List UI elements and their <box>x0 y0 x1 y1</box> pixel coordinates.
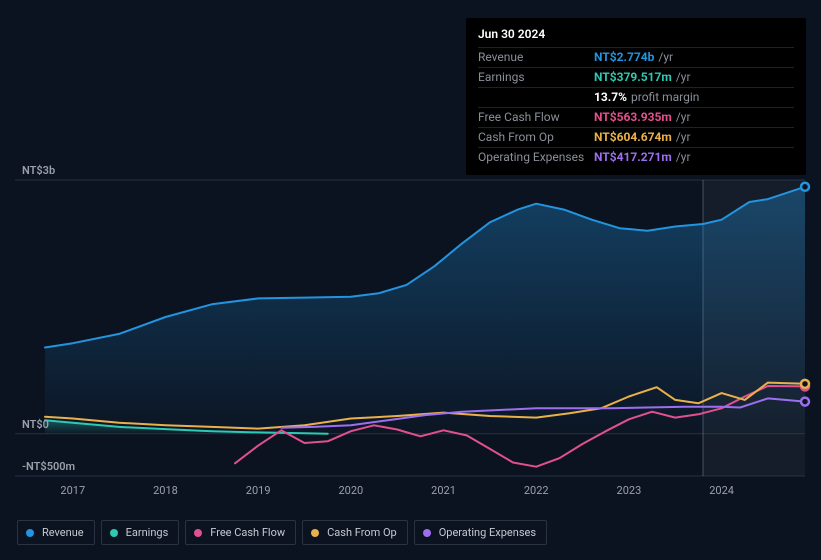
legend-dot <box>194 529 202 537</box>
tooltip-row: Operating ExpensesNT$417.271m/yr <box>478 147 794 167</box>
tooltip-row-value: NT$379.517m <box>594 70 672 84</box>
x-axis-label: 2023 <box>617 484 642 497</box>
legend-label: Revenue <box>42 526 84 539</box>
tooltip-row-value: NT$417.271m <box>594 150 672 164</box>
legend-item-free-cash-flow[interactable]: Free Cash Flow <box>185 520 296 545</box>
tooltip-row: EarningsNT$379.517m/yr <box>478 67 794 87</box>
legend-dot <box>423 529 431 537</box>
tooltip-row-unit: /yr <box>676 150 691 164</box>
legend-dot <box>26 529 34 537</box>
tooltip-panel: Jun 30 2024 RevenueNT$2.774b/yrEarningsN… <box>466 18 806 175</box>
x-axis-label: 2020 <box>338 484 363 497</box>
tooltip-row: RevenueNT$2.774b/yr <box>478 47 794 67</box>
tooltip-date: Jun 30 2024 <box>478 26 794 43</box>
tooltip-row: Free Cash FlowNT$563.935m/yr <box>478 107 794 127</box>
legend-dot <box>311 529 319 537</box>
tooltip-row-value: NT$604.674m <box>594 130 672 144</box>
x-axis-label: 2019 <box>246 484 271 497</box>
financials-chart: Jun 30 2024 RevenueNT$2.774b/yrEarningsN… <box>0 0 821 560</box>
tooltip-row-value: NT$563.935m <box>594 110 672 124</box>
tooltip-row-unit: /yr <box>676 130 691 144</box>
x-axis-label: 2017 <box>60 484 85 497</box>
legend-item-revenue[interactable]: Revenue <box>17 520 95 545</box>
legend-item-earnings[interactable]: Earnings <box>101 520 180 545</box>
tooltip-row-unit: /yr <box>676 70 691 84</box>
legend-label: Cash From Op <box>327 526 397 539</box>
tooltip-row-label: Cash From Op <box>478 129 594 146</box>
legend: Revenue Earnings Free Cash Flow Cash From O… <box>17 520 547 545</box>
tooltip-row-label: Earnings <box>478 69 594 86</box>
legend-dot <box>110 529 118 537</box>
tooltip-row-unit: /yr <box>676 110 691 124</box>
tooltip-row: Cash From OpNT$604.674m/yr <box>478 127 794 147</box>
legend-label: Earnings <box>126 526 169 539</box>
y-axis-label: -NT$500m <box>22 460 75 473</box>
y-axis-label: NT$0 <box>22 418 49 431</box>
tooltip-row-unit: /yr <box>658 50 673 64</box>
x-axis-label: 2018 <box>153 484 178 497</box>
legend-label: Operating Expenses <box>439 526 536 539</box>
tooltip-row-label: Operating Expenses <box>478 149 594 166</box>
x-axis-label: 2024 <box>709 484 734 497</box>
legend-item-cash-from-op[interactable]: Cash From Op <box>302 520 408 545</box>
tooltip-row-value: NT$2.774b <box>594 50 654 64</box>
tooltip-row-label: Free Cash Flow <box>478 109 594 126</box>
x-axis-label: 2022 <box>524 484 549 497</box>
legend-item-operating-expenses[interactable]: Operating Expenses <box>414 520 547 545</box>
tooltip-subrow: 13.7%profit margin <box>478 87 794 107</box>
legend-label: Free Cash Flow <box>210 526 285 539</box>
x-axis-label: 2021 <box>431 484 456 497</box>
y-axis-label: NT$3b <box>22 164 55 177</box>
tooltip-row-label: Revenue <box>478 49 594 66</box>
